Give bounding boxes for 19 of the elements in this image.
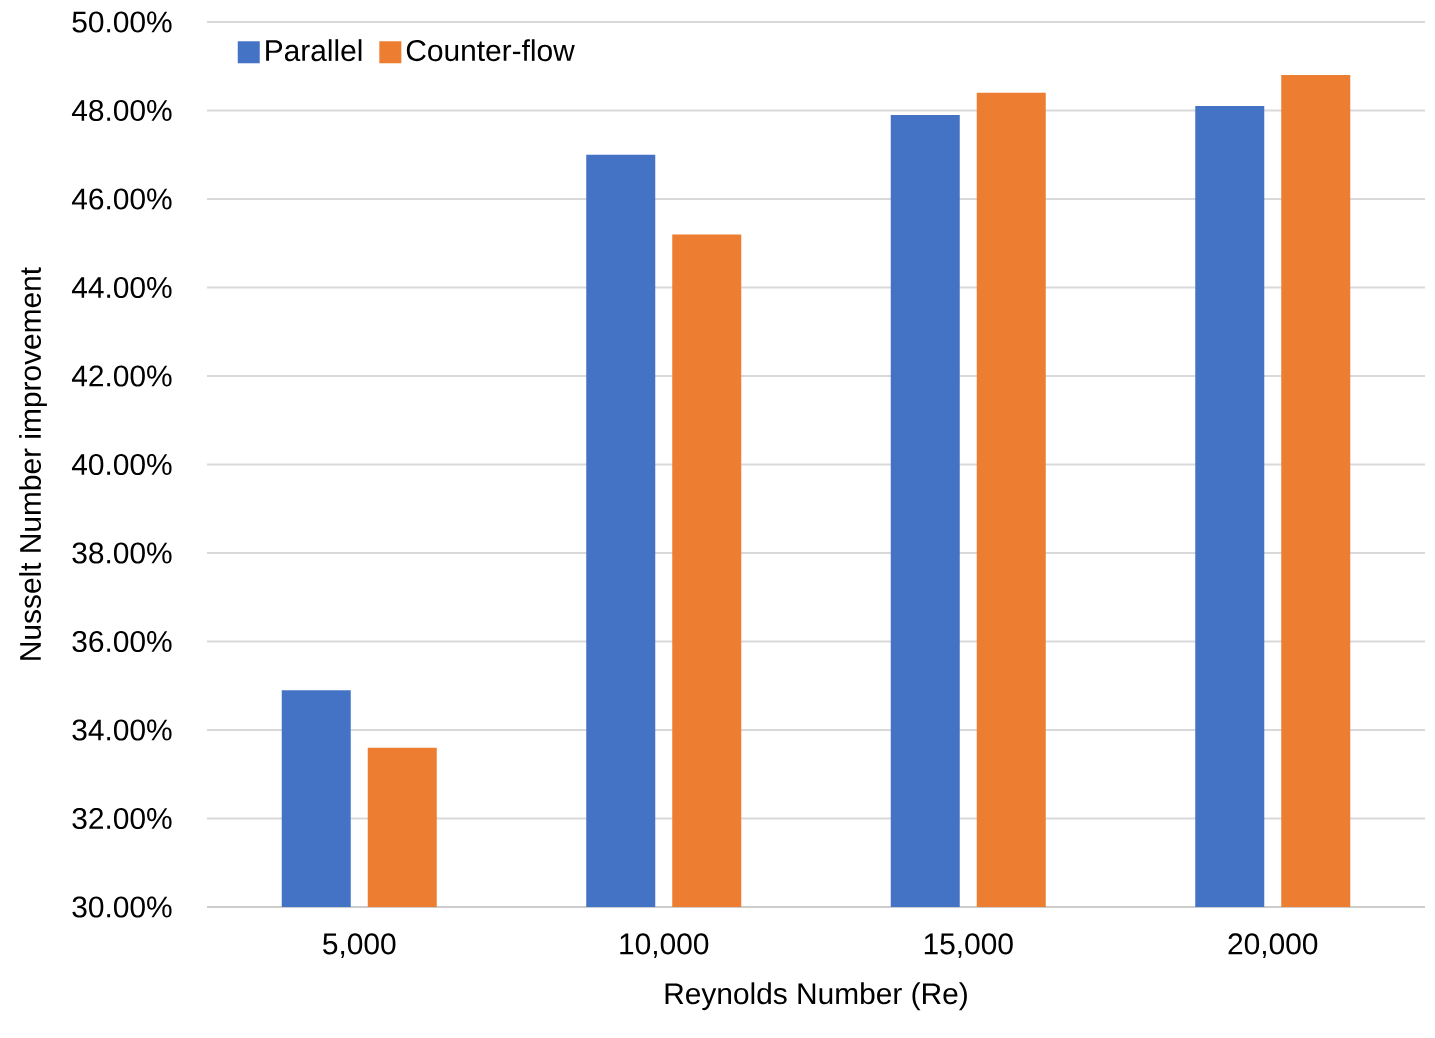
x-tick-label: 5,000	[323, 933, 396, 958]
x-tick-label: 15,000	[924, 933, 1013, 958]
x-tick-label: 10,000	[620, 933, 709, 958]
y-tick-label: 38.00%	[72, 542, 172, 564]
y-tick-label: 40.00%	[71, 453, 172, 476]
x-axis-title: Reynolds Number (Re)	[665, 982, 967, 1011]
y-tick-label: 46.00%	[71, 188, 172, 210]
y-axis-title: Nusselt Number improvement	[19, 267, 47, 660]
y-tick-label: 36.00%	[72, 630, 172, 653]
y-tick-label: 50.00%	[72, 11, 172, 33]
y-tick-label: 32.00%	[72, 807, 172, 830]
legend-label: Parallel	[266, 39, 362, 62]
y-tick-label: 34.00%	[72, 719, 172, 741]
y-tick-label: 42.00%	[71, 365, 172, 387]
y-tick-label: 30.00%	[72, 896, 172, 918]
x-tick-label: 20,000	[1228, 933, 1318, 958]
legend-label: Counter-flow	[406, 39, 575, 62]
y-tick-label: 44.00%	[71, 276, 172, 299]
y-tick-label: 48.00%	[71, 99, 172, 122]
